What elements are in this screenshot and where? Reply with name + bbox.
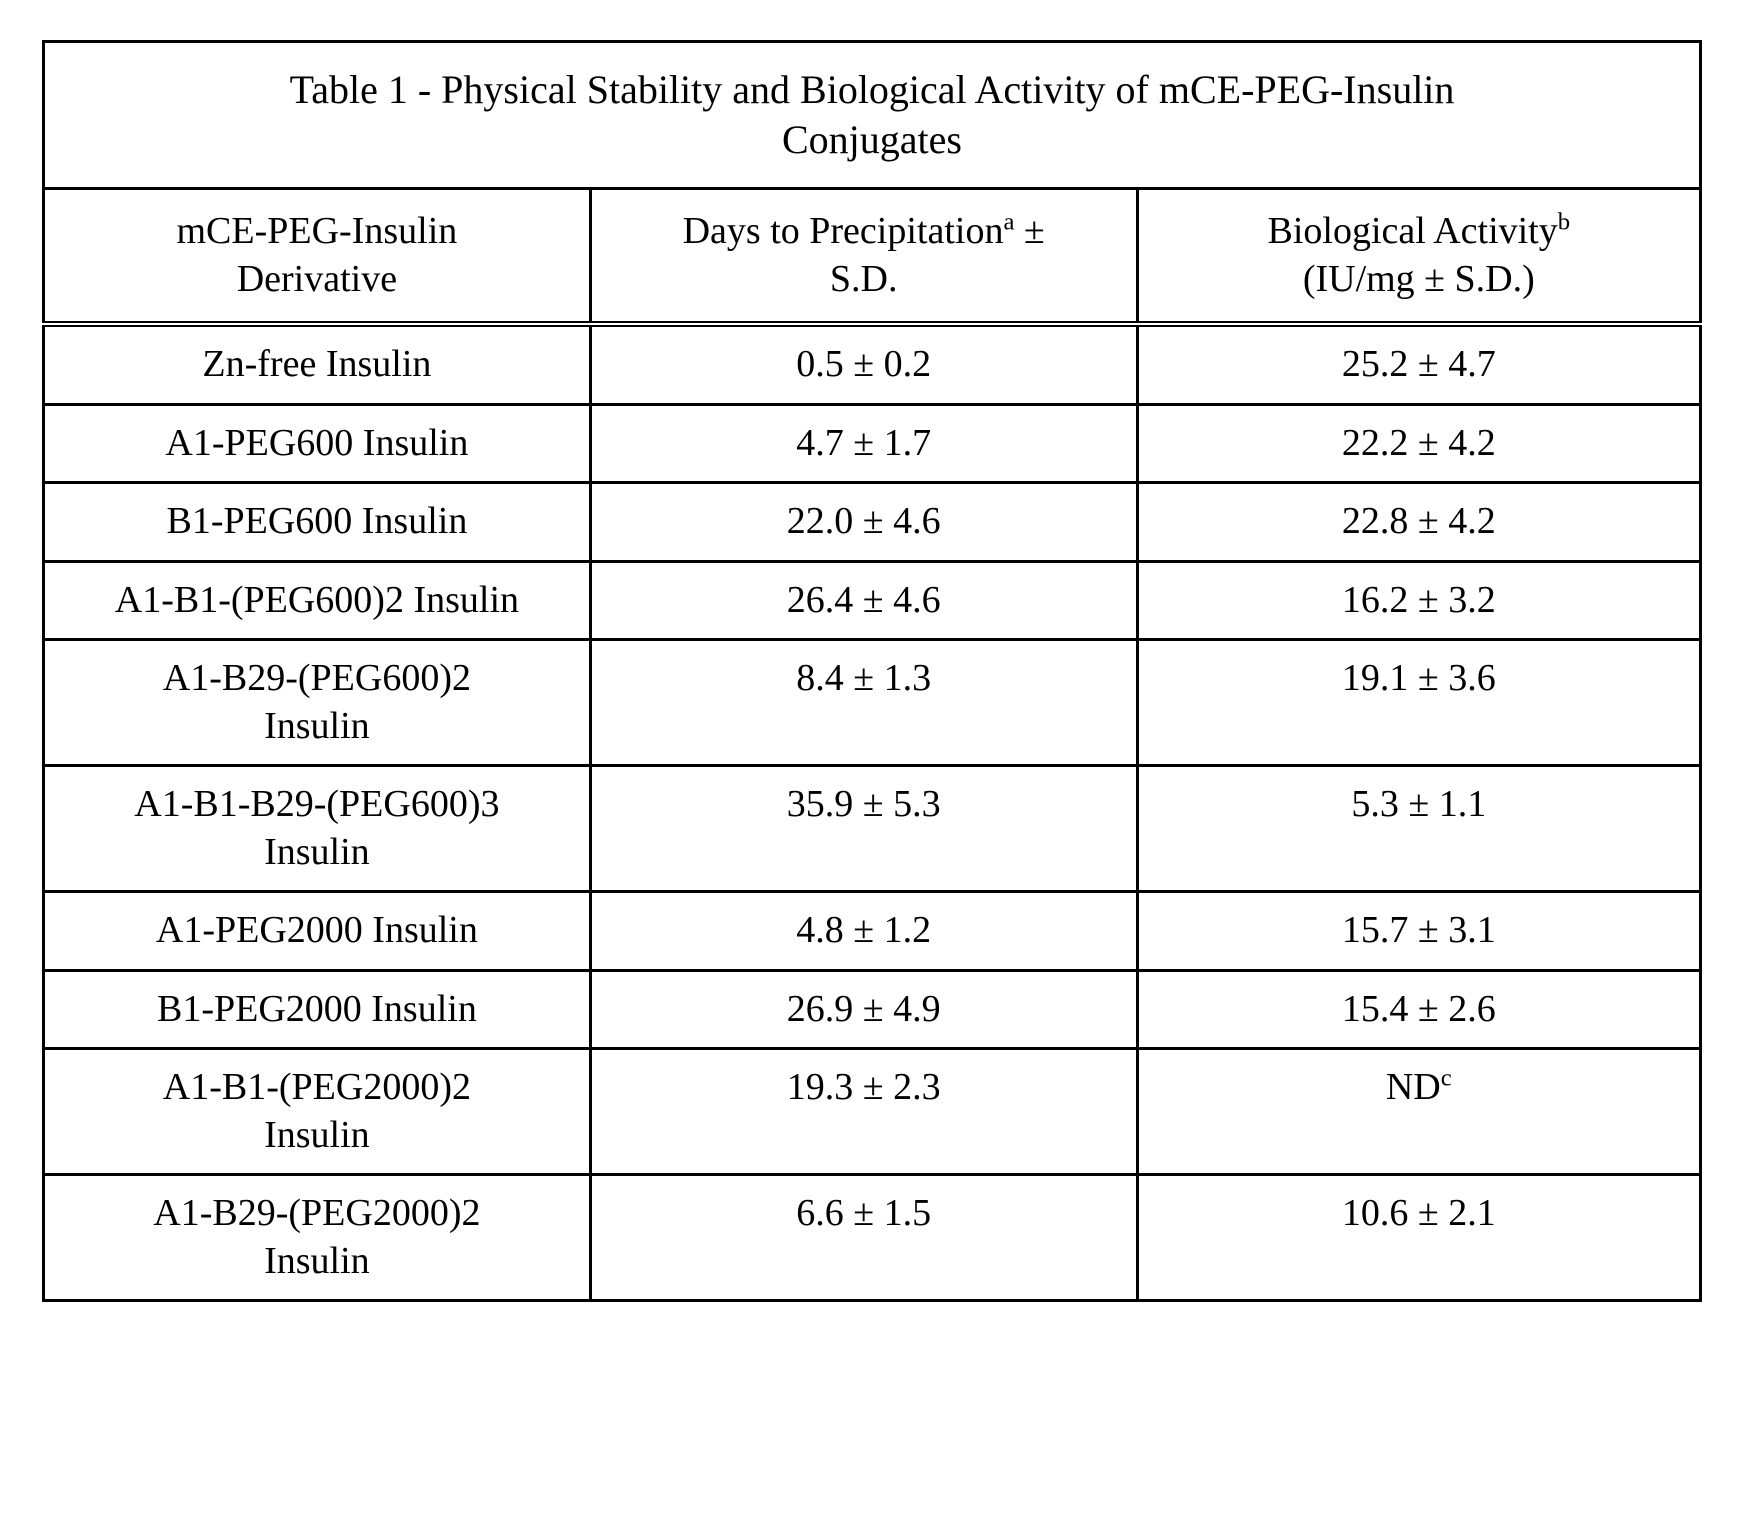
- table-row: A1-B1-(PEG600)2 Insulin 26.4 ± 4.6 16.2 …: [44, 561, 1701, 640]
- cell-activity-text: 22.2 ± 4.2: [1342, 422, 1496, 464]
- col-header-activity-pre: Biological Activity: [1267, 210, 1557, 252]
- cell-derivative: A1-B1-(PEG2000)2 Insulin: [44, 1049, 591, 1175]
- table-row: B1-PEG2000 Insulin 26.9 ± 4.9 15.4 ± 2.6: [44, 970, 1701, 1049]
- table-row: A1-PEG2000 Insulin 4.8 ± 1.2 15.7 ± 3.1: [44, 892, 1701, 971]
- cell-derivative: A1-B1-(PEG600)2 Insulin: [44, 561, 591, 640]
- col-header-derivative-line2: Derivative: [237, 258, 397, 300]
- cell-activity: 16.2 ± 3.2: [1137, 561, 1700, 640]
- cell-activity: 19.1 ± 3.6: [1137, 640, 1700, 766]
- cell-derivative-line1: Zn-free Insulin: [202, 343, 431, 385]
- cell-derivative: A1-PEG2000 Insulin: [44, 892, 591, 971]
- cell-days: 22.0 ± 4.6: [590, 483, 1137, 562]
- table-row: A1-PEG600 Insulin 4.7 ± 1.7 22.2 ± 4.2: [44, 404, 1701, 483]
- cell-activity-text: ND: [1386, 1066, 1441, 1108]
- cell-derivative: A1-B29-(PEG2000)2 Insulin: [44, 1175, 591, 1301]
- cell-activity-text: 15.7 ± 3.1: [1342, 909, 1496, 951]
- cell-derivative: A1-PEG600 Insulin: [44, 404, 591, 483]
- cell-activity-text: 15.4 ± 2.6: [1342, 988, 1496, 1030]
- col-header-days-line2: S.D.: [830, 258, 898, 300]
- col-header-days-pre: Days to Precipitation: [683, 210, 1004, 252]
- cell-activity: 10.6 ± 2.1: [1137, 1175, 1700, 1301]
- cell-derivative: Zn-free Insulin: [44, 324, 591, 404]
- col-header-derivative: mCE-PEG-Insulin Derivative: [44, 189, 591, 325]
- cell-derivative-line1: B1-PEG600 Insulin: [166, 500, 467, 542]
- cell-derivative-line2: Insulin: [264, 1114, 370, 1156]
- header-row: mCE-PEG-Insulin Derivative Days to Preci…: [44, 189, 1701, 325]
- cell-days: 8.4 ± 1.3: [590, 640, 1137, 766]
- cell-activity: 22.8 ± 4.2: [1137, 483, 1700, 562]
- table-title-line1: Table 1 - Physical Stability and Biologi…: [290, 67, 1455, 112]
- table-title-line2: Conjugates: [782, 117, 962, 162]
- cell-activity: 22.2 ± 4.2: [1137, 404, 1700, 483]
- col-header-days-sup: a: [1003, 208, 1014, 235]
- table-row: A1-B29-(PEG600)2 Insulin 8.4 ± 1.3 19.1 …: [44, 640, 1701, 766]
- cell-activity-text: 25.2 ± 4.7: [1342, 343, 1496, 385]
- table-title: Table 1 - Physical Stability and Biologi…: [44, 42, 1701, 189]
- cell-derivative-line1: A1-B1-B29-(PEG600)3: [134, 783, 499, 825]
- cell-derivative-line1: A1-B1-(PEG2000)2: [163, 1066, 471, 1108]
- col-header-days: Days to Precipitationa ± S.D.: [590, 189, 1137, 325]
- cell-activity-text: 19.1 ± 3.6: [1342, 657, 1496, 699]
- cell-days: 6.6 ± 1.5: [590, 1175, 1137, 1301]
- cell-activity-text: 16.2 ± 3.2: [1342, 579, 1496, 621]
- cell-activity-text: 10.6 ± 2.1: [1342, 1192, 1496, 1234]
- cell-days: 4.8 ± 1.2: [590, 892, 1137, 971]
- cell-activity-text: 5.3 ± 1.1: [1351, 783, 1486, 825]
- cell-derivative: B1-PEG600 Insulin: [44, 483, 591, 562]
- cell-days: 19.3 ± 2.3: [590, 1049, 1137, 1175]
- cell-derivative: A1-B1-B29-(PEG600)3 Insulin: [44, 766, 591, 892]
- col-header-derivative-line1: mCE-PEG-Insulin: [177, 210, 458, 252]
- cell-derivative-line1: A1-PEG2000 Insulin: [156, 909, 478, 951]
- table-body: Zn-free Insulin 0.5 ± 0.2 25.2 ± 4.7 A1-…: [44, 324, 1701, 1301]
- table-row: A1-B1-(PEG2000)2 Insulin 19.3 ± 2.3 NDc: [44, 1049, 1701, 1175]
- cell-activity-sup: c: [1441, 1064, 1452, 1091]
- cell-derivative-line1: A1-B1-(PEG600)2 Insulin: [115, 579, 519, 621]
- table-row: A1-B29-(PEG2000)2 Insulin 6.6 ± 1.5 10.6…: [44, 1175, 1701, 1301]
- col-header-activity-sup: b: [1558, 208, 1570, 235]
- cell-days: 4.7 ± 1.7: [590, 404, 1137, 483]
- cell-days: 26.9 ± 4.9: [590, 970, 1137, 1049]
- cell-derivative-line2: Insulin: [264, 705, 370, 747]
- cell-activity-text: 22.8 ± 4.2: [1342, 500, 1496, 542]
- cell-activity: 5.3 ± 1.1: [1137, 766, 1700, 892]
- cell-activity: 15.4 ± 2.6: [1137, 970, 1700, 1049]
- cell-days: 0.5 ± 0.2: [590, 324, 1137, 404]
- cell-derivative-line2: Insulin: [264, 831, 370, 873]
- cell-days: 26.4 ± 4.6: [590, 561, 1137, 640]
- table-row: A1-B1-B29-(PEG600)3 Insulin 35.9 ± 5.3 5…: [44, 766, 1701, 892]
- table-row: Zn-free Insulin 0.5 ± 0.2 25.2 ± 4.7: [44, 324, 1701, 404]
- title-row: Table 1 - Physical Stability and Biologi…: [44, 42, 1701, 189]
- cell-activity: 15.7 ± 3.1: [1137, 892, 1700, 971]
- cell-days: 35.9 ± 5.3: [590, 766, 1137, 892]
- cell-derivative-line2: Insulin: [264, 1240, 370, 1282]
- stability-activity-table: Table 1 - Physical Stability and Biologi…: [42, 40, 1702, 1302]
- cell-derivative-line1: A1-B29-(PEG600)2: [163, 657, 471, 699]
- table-row: B1-PEG600 Insulin 22.0 ± 4.6 22.8 ± 4.2: [44, 483, 1701, 562]
- table-container: Table 1 - Physical Stability and Biologi…: [42, 40, 1702, 1302]
- cell-activity: 25.2 ± 4.7: [1137, 324, 1700, 404]
- col-header-activity: Biological Activityb (IU/mg ± S.D.): [1137, 189, 1700, 325]
- cell-derivative-line1: A1-PEG600 Insulin: [165, 422, 468, 464]
- cell-derivative-line1: A1-B29-(PEG2000)2: [153, 1192, 480, 1234]
- col-header-activity-line2: (IU/mg ± S.D.): [1303, 258, 1535, 300]
- col-header-days-post: ±: [1014, 210, 1044, 252]
- cell-derivative: A1-B29-(PEG600)2 Insulin: [44, 640, 591, 766]
- cell-activity: NDc: [1137, 1049, 1700, 1175]
- cell-derivative: B1-PEG2000 Insulin: [44, 970, 591, 1049]
- cell-derivative-line1: B1-PEG2000 Insulin: [157, 988, 477, 1030]
